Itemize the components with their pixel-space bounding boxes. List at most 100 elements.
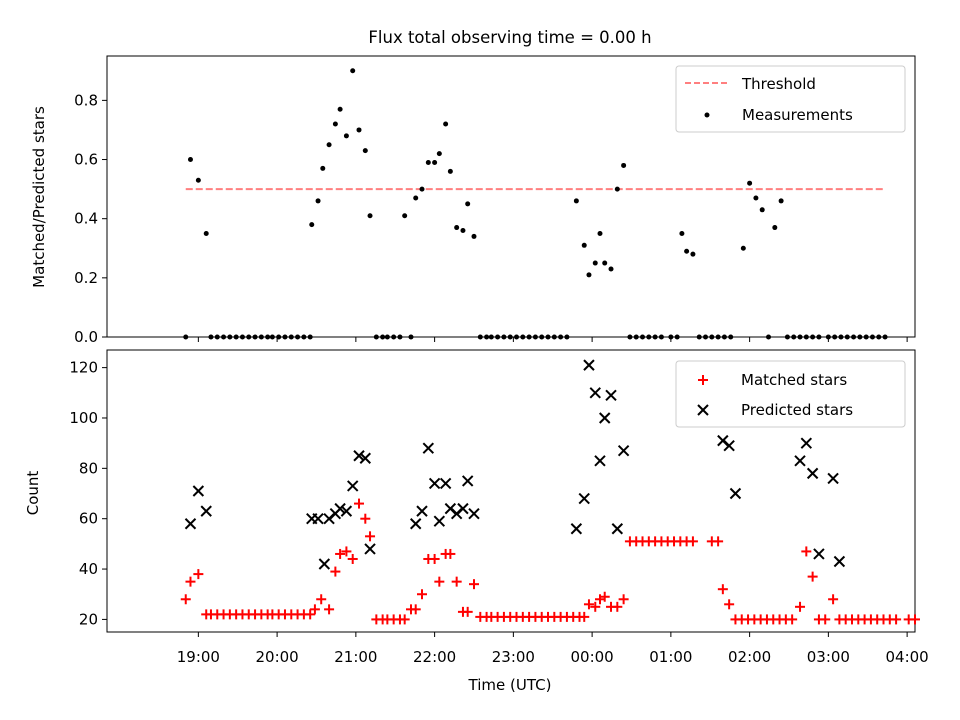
predicted-point <box>583 359 595 371</box>
measurement-point <box>696 334 702 340</box>
measurement-point <box>447 168 453 174</box>
measurement-point <box>753 195 759 201</box>
measurement-point <box>195 177 201 183</box>
legend-matched-marker <box>698 375 708 385</box>
matched-point <box>612 601 623 612</box>
measurement-point <box>740 245 746 251</box>
measurement-point <box>633 334 639 340</box>
measurement-point <box>621 162 627 168</box>
measurement-point <box>362 148 368 154</box>
ratio-y-tick-label: 0.8 <box>74 91 98 109</box>
measurement-point <box>495 334 501 340</box>
measurement-point <box>857 334 863 340</box>
matched-point <box>910 614 920 625</box>
predicted-point <box>594 455 606 467</box>
measurement-point <box>501 334 507 340</box>
measurement-point <box>443 121 449 127</box>
matched-point <box>399 614 410 625</box>
matched-point <box>354 498 365 509</box>
measurement-point <box>484 334 490 340</box>
measurement-point <box>425 159 431 165</box>
x-tick-label: 00:00 <box>570 648 613 666</box>
matched-point <box>429 553 440 564</box>
measurement-point <box>573 198 579 204</box>
measurement-point <box>413 195 419 201</box>
measurement-point <box>832 334 838 340</box>
measurement-point <box>778 198 784 204</box>
measurement-point <box>356 127 362 133</box>
predicted-point <box>192 485 205 497</box>
predicted-point <box>428 477 441 490</box>
x-tick-label: 22:00 <box>413 648 456 666</box>
matched-point <box>807 571 818 582</box>
count-ylabel: Count <box>24 471 42 516</box>
measurement-point <box>520 334 526 340</box>
legend-predicted-swatch <box>697 404 709 416</box>
predicted-point <box>827 472 839 485</box>
measurement-point <box>350 68 356 74</box>
measurement-point <box>436 151 442 157</box>
measurement-point <box>558 334 564 340</box>
matched-point <box>713 536 724 547</box>
predicted-point <box>729 487 742 500</box>
predicted-point <box>611 523 624 535</box>
matched-point <box>724 599 735 610</box>
measurement-point <box>674 334 680 340</box>
legend-threshold-label: Threshold <box>741 75 816 93</box>
predicted-point <box>334 502 346 515</box>
predicted-point <box>353 450 365 462</box>
legend-measurements-label: Measurements <box>742 106 853 124</box>
matched-point <box>347 553 358 564</box>
measurement-point <box>614 186 620 192</box>
matched-point <box>335 548 346 559</box>
matched-point <box>417 589 428 600</box>
measurement-point <box>564 334 570 340</box>
measurement-point <box>882 334 888 340</box>
matched-point <box>309 604 320 615</box>
ratio-panel: 0.00.20.40.60.8 Matched/Predicted stars … <box>30 55 916 346</box>
predicted-point <box>794 455 806 467</box>
matched-point <box>787 614 798 625</box>
matched-point <box>410 604 421 615</box>
matched-point <box>330 566 341 577</box>
predicted-point <box>813 548 825 560</box>
predicted-point <box>410 518 422 530</box>
measurement-point <box>288 334 294 340</box>
x-tick-label: 03:00 <box>807 648 850 666</box>
measurement-point <box>367 213 373 219</box>
matched-point <box>445 548 456 559</box>
matched-point <box>590 601 601 612</box>
measurement-point <box>876 334 882 340</box>
measurement-point <box>863 334 869 340</box>
predicted-point <box>359 452 372 464</box>
measurement-point <box>658 334 664 340</box>
predicted-point <box>800 437 813 449</box>
measurement-point <box>586 272 592 278</box>
measurement-point <box>869 334 875 340</box>
x-axis-label: Time (UTC) <box>468 676 552 694</box>
measurement-point <box>507 334 513 340</box>
measurement-point <box>545 334 551 340</box>
measurement-point <box>282 334 288 340</box>
matched-point <box>462 606 473 617</box>
measurement-point <box>551 334 557 340</box>
matched-point <box>451 576 462 587</box>
measurement-point <box>315 198 321 204</box>
predicted-point <box>461 475 474 487</box>
measurement-point <box>759 207 765 213</box>
ratio-y-tick-label: 0.0 <box>74 328 98 346</box>
measurement-point <box>269 334 275 340</box>
measurement-point <box>471 233 477 239</box>
measurement-point <box>183 334 189 340</box>
matched-point <box>618 594 629 605</box>
measurement-point <box>679 230 685 236</box>
measurement-point <box>477 334 483 340</box>
matched-point <box>828 594 839 605</box>
measurement-point <box>454 225 460 231</box>
count-panel: 19:00 20:00 21:00 22:00 23:00 00:00 01:00 02:00… <box>24 349 929 694</box>
measurement-point <box>337 106 343 112</box>
measurement-point <box>332 121 338 127</box>
measurement-point <box>203 230 209 236</box>
measurement-point <box>646 334 652 340</box>
